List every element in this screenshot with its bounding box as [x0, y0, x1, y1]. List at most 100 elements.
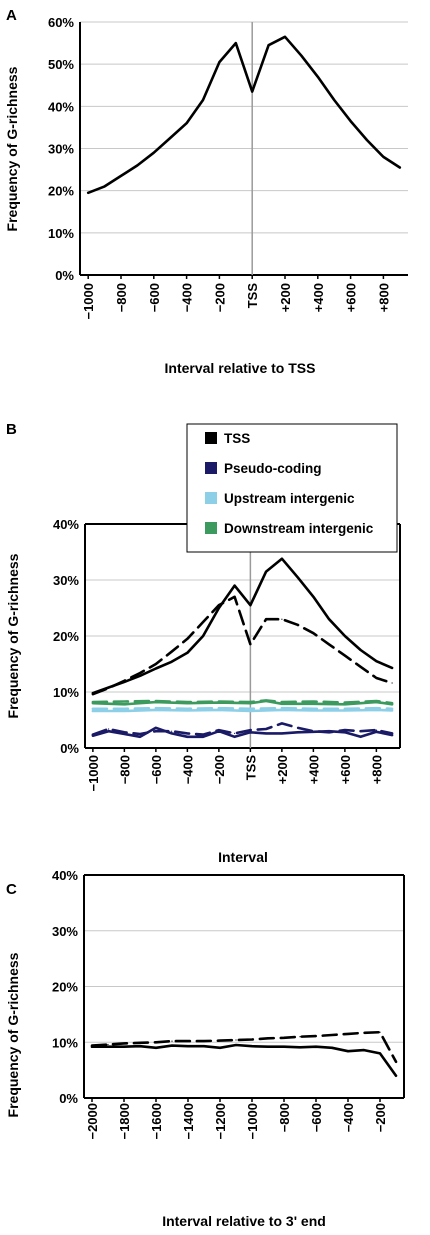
panel-b-data-point — [139, 672, 141, 674]
panel-b-data-point — [218, 707, 220, 709]
panel-b-data-point — [155, 707, 157, 709]
panel-c-x-axis-title: Interval relative to 3' end — [162, 1213, 326, 1229]
panel-c-y-tick-label: 0% — [59, 1091, 78, 1106]
panel-a: A 0% 10% 20% 30% 40% 50% 60% −1000 −800 −600 −400 −… — [4, 7, 408, 376]
panel-b-data-point — [312, 709, 314, 712]
panel-b-series-pseudo-coding-solid-line — [91, 726, 394, 739]
panel-c-data-point — [203, 1045, 205, 1047]
panel-b-x-tick-label: +400 — [306, 755, 321, 784]
panel-c-data-point — [171, 1045, 173, 1047]
panel-b-data-point — [328, 643, 330, 646]
panel-b-data-point — [312, 708, 314, 710]
panel-b-data-point — [155, 700, 157, 702]
panel-a-data-point — [268, 44, 270, 46]
panel-c-x-tick-label: −1200 — [213, 1103, 228, 1140]
panel-c-data-point — [267, 1046, 269, 1048]
panel-b-data-point — [344, 708, 346, 710]
panel-a-x-tick-label: −200 — [212, 283, 227, 312]
panel-c-data-point — [155, 1047, 157, 1049]
panel-b-data-point — [186, 709, 188, 712]
panel-c-data-point — [331, 1034, 333, 1036]
panel-b-data-point — [281, 558, 283, 560]
panel-b-data-point — [312, 703, 314, 705]
panel-c-data-point — [363, 1049, 365, 1051]
panel-b-data-point — [360, 730, 362, 732]
panel-b-data-point — [328, 618, 330, 620]
panel-c-data-point — [251, 1045, 253, 1047]
panel-b-data-point — [281, 709, 283, 711]
panel-b-data-point — [249, 708, 251, 710]
panel-c-x-tick-label: −200 — [373, 1103, 388, 1132]
panel-c-data-point — [347, 1033, 349, 1035]
panel-b-data-point — [265, 728, 267, 730]
panel-b-data-point — [249, 701, 251, 703]
panel-b-data-point — [171, 732, 173, 735]
panel-c-data-point — [267, 1037, 269, 1039]
panel-b-data-point — [186, 708, 188, 710]
panel-c-data-point — [219, 1040, 221, 1042]
panel-c-data-point — [187, 1040, 189, 1042]
panel-c-y-tick-label: 40% — [52, 868, 78, 883]
panel-b-data-point — [375, 731, 377, 733]
panel-b-data-point — [312, 632, 314, 634]
panel-b-data-point — [186, 701, 188, 703]
panel-a-data-point — [202, 99, 204, 101]
panel-c-data-point — [203, 1040, 205, 1042]
panel-b-data-point — [123, 700, 125, 703]
panel-b-data-point — [234, 732, 236, 735]
panel-b-data-point — [297, 624, 299, 626]
panel-b-data-point — [171, 661, 173, 663]
panel-b-x-tick-label: −600 — [149, 755, 164, 784]
legend-label-upstream-intergenic: Upstream intergenic — [224, 491, 355, 506]
panel-a-y-axis-title: Frequency of G-richness — [4, 66, 20, 231]
panel-a-x-tick-label: −600 — [147, 283, 162, 312]
panel-c-data-point — [363, 1032, 365, 1034]
panel-b-data-point — [391, 702, 393, 704]
panel-b-x-tick-label: −200 — [212, 755, 227, 784]
panel-c: C 0% 10% 20% 30% 40% −2000 −1800 −1600 −1400 −120… — [5, 868, 405, 1229]
panel-b-data-point — [234, 736, 236, 738]
panel-c-y-tick-label: 20% — [52, 980, 78, 995]
panel-a-data-point — [350, 120, 352, 122]
panel-b-legend-box — [186, 423, 398, 553]
panel-b-data-point — [391, 734, 393, 736]
panel-b-data-point — [249, 643, 251, 646]
panel-a-data-point — [251, 91, 253, 93]
panel-b-data-point — [92, 734, 94, 736]
panel-b-x-tick-label: +200 — [275, 755, 290, 784]
panel-b-data-point — [155, 709, 157, 711]
panel-b-data-point — [344, 731, 346, 733]
panel-b-data-point — [360, 736, 362, 738]
panel-a-data-point — [218, 61, 220, 63]
panel-b-data-point — [202, 736, 204, 738]
panel-b-data-point — [281, 722, 283, 725]
panel-b-data-point — [344, 635, 346, 637]
panel-b-data-point — [108, 728, 110, 730]
panel-c-data-point — [139, 1042, 141, 1044]
panel-b-data-point — [92, 693, 94, 695]
panel-a-data-point — [333, 99, 335, 101]
panel-b-series-tss-dashed-line — [91, 595, 394, 696]
panel-c-data-point — [331, 1047, 333, 1049]
panel-b-data-point — [155, 727, 157, 729]
panel-a-label: A — [6, 7, 17, 24]
legend-swatch-pseudo-coding — [205, 462, 217, 474]
panel-b-data-point — [391, 667, 393, 669]
panel-b-data-point — [265, 699, 267, 702]
panel-b-data-point — [344, 655, 346, 657]
panel-b-data-point — [186, 736, 188, 738]
panel-a-x-tick-label: +400 — [311, 283, 326, 312]
panel-b-data-point — [375, 700, 377, 702]
panel-a-x-axis-title: Interval relative to TSS — [165, 360, 316, 376]
panel-b-data-point — [202, 635, 204, 637]
panel-c-data-point — [107, 1043, 109, 1046]
panel-b-data-point — [218, 729, 220, 731]
panel-a-x-tick-label: +600 — [344, 283, 359, 312]
panel-b-data-point — [155, 730, 157, 732]
panel-b-data-point — [139, 675, 141, 677]
panel-c-label: C — [6, 881, 17, 898]
panel-b-series-tss-solid-line — [91, 557, 394, 695]
panel-b-data-point — [171, 730, 173, 732]
panel-b-y-tick-label: 40% — [53, 517, 79, 532]
